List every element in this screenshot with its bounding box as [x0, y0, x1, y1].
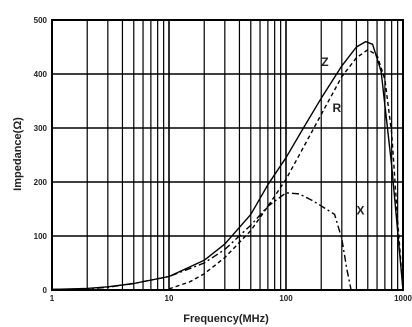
- y-tick-label: 400: [34, 70, 48, 79]
- y-tick-label: 0: [43, 286, 48, 295]
- y-tick-label: 500: [34, 16, 48, 25]
- series-line-z: [51, 40, 404, 291]
- x-tick-label: 10: [165, 294, 174, 303]
- y-axis-title: Impedance(Ω): [12, 117, 24, 191]
- series-label-z: Z: [321, 55, 328, 69]
- x-tick-label: 1000: [394, 294, 412, 303]
- y-tick-label: 200: [34, 178, 48, 187]
- series-lines: [51, 40, 404, 291]
- x-axis-title: Frequency(MHz): [183, 313, 269, 325]
- x-tick-label: 100: [279, 294, 293, 303]
- series-line-x: [51, 192, 352, 291]
- series-labels: Z R X: [321, 55, 364, 217]
- plot-border: [51, 19, 404, 291]
- grid: [52, 19, 403, 291]
- series-label-x: X: [356, 203, 364, 217]
- x-tick-label: 1: [50, 294, 55, 303]
- tick-labels: 1 10 100 1000 0 100 200 300 400 500: [34, 16, 412, 303]
- y-tick-label: 300: [34, 124, 48, 133]
- y-tick-label: 100: [34, 232, 48, 241]
- plot-frame: [51, 19, 404, 291]
- series-label-r: R: [333, 101, 342, 115]
- series-line-r: [168, 49, 404, 291]
